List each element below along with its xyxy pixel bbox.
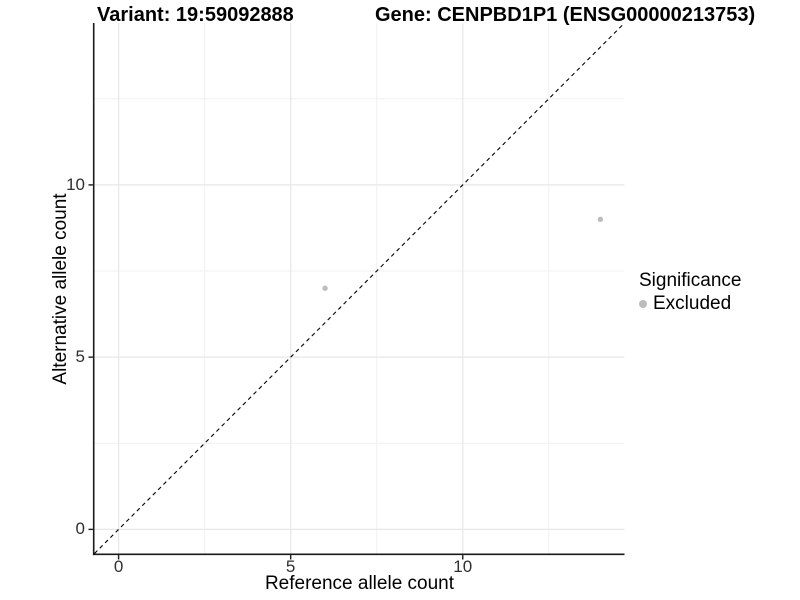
x-tick-label: 10 xyxy=(453,557,473,576)
legend: Significance Excluded xyxy=(639,270,741,315)
legend-item-label: Excluded xyxy=(653,293,732,314)
legend-title: Significance xyxy=(639,270,742,291)
y-axis-title: Alternative allele count xyxy=(50,193,71,385)
legend-item-excluded: Excluded xyxy=(639,293,741,315)
y-tick-label: 10 xyxy=(66,174,85,194)
gene-title: Gene: CENPBD1P1 (ENSG00000213753) xyxy=(375,4,756,26)
x-axis-title: Reference allele count xyxy=(264,573,455,594)
data-point xyxy=(322,285,328,291)
excluded-point-icon xyxy=(639,300,647,308)
identity-dashed-line xyxy=(94,22,625,554)
y-tick-label: 0 xyxy=(75,519,85,539)
y-tick-label: 5 xyxy=(75,347,85,367)
data-point xyxy=(597,216,604,223)
x-tick-label: 5 xyxy=(285,557,296,576)
variant-title: Variant: 19:59092888 xyxy=(97,4,294,26)
x-tick-label: 0 xyxy=(113,557,124,576)
